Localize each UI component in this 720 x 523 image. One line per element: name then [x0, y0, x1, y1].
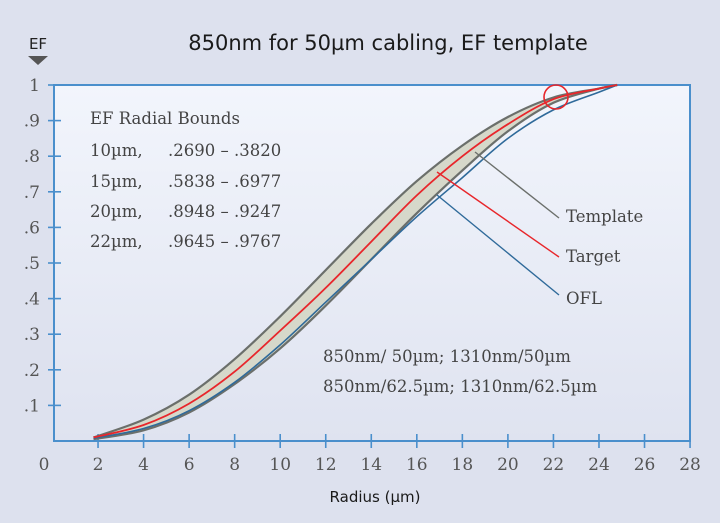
legend-template: Template: [566, 207, 643, 226]
y-tick-label: .8: [24, 147, 40, 167]
y-axis-label: EF: [29, 35, 47, 53]
x-tick-label: 0: [39, 455, 50, 475]
legend-target: Target: [566, 247, 621, 266]
plot-area: [53, 84, 691, 442]
y-tick-label: .4: [24, 290, 40, 310]
y-tick-label: .1: [24, 396, 40, 416]
bounds-radius-10: 10µm,: [90, 141, 143, 160]
template-upper-curve: [93, 83, 618, 439]
x-axis: 0 2 4 6 8 10 12 14 16 18 20 22 24 26 28: [39, 434, 701, 475]
y-tick-label: .9: [24, 112, 40, 132]
x-tick-label: 4: [138, 455, 149, 475]
highlight-circle: [543, 84, 569, 110]
x-tick-label: 14: [360, 455, 382, 475]
x-tick-label: 22: [543, 455, 565, 475]
y-tick-label: .6: [24, 218, 40, 238]
bounds-radius-15: 15µm,: [90, 172, 143, 191]
ofl-curve: [93, 84, 618, 439]
radial-bounds-annotation: EF Radial Bounds 10µm, .2690 – .3820 15µ…: [90, 109, 281, 251]
y-tick-label: .2: [24, 361, 40, 381]
target-leader-line: [436, 171, 560, 258]
y-tick-label: 1: [29, 76, 40, 96]
applicability-line-1: 850nm/ 50µm; 1310nm/50µm: [323, 347, 571, 366]
y-tick-label: .7: [24, 183, 40, 203]
y-axis: .1 .2 .3 .4 .5 .6 .7 .8 .9 1: [24, 76, 61, 416]
bounds-range-10: .2690 – .3820: [168, 141, 281, 160]
bounds-range-20: .8948 – .9247: [168, 202, 281, 221]
target-curve: [93, 84, 618, 439]
bounds-radius-22: 22µm,: [90, 232, 143, 251]
x-axis-label: Radius (µm): [330, 488, 421, 506]
x-tick-label: 2: [93, 455, 104, 475]
y-tick-label: .5: [24, 254, 40, 274]
x-tick-label: 24: [588, 455, 610, 475]
bounds-range-15: .5838 – .6977: [168, 172, 281, 191]
legend-ofl: OFL: [566, 289, 602, 308]
x-tick-label: 28: [679, 455, 701, 475]
chart-title: 850nm for 50µm cabling, EF template: [188, 31, 588, 55]
template-leader-line: [474, 151, 560, 219]
template-band: [93, 85, 618, 440]
ofl-leader-line: [436, 194, 560, 296]
x-tick-label: 8: [229, 455, 240, 475]
bounds-radius-20: 20µm,: [90, 202, 143, 221]
bounds-title: EF Radial Bounds: [90, 109, 240, 128]
bounds-range-22: .9645 – .9767: [168, 232, 281, 251]
y-tick-label: .3: [24, 325, 40, 345]
x-tick-label: 6: [184, 455, 195, 475]
applicability-line-2: 850nm/62.5µm; 1310nm/62.5µm: [323, 377, 598, 396]
x-tick-label: 20: [497, 455, 519, 475]
x-tick-label: 26: [634, 455, 656, 475]
x-tick-label: 16: [406, 455, 428, 475]
x-tick-label: 10: [269, 455, 291, 475]
x-tick-label: 12: [315, 455, 337, 475]
x-tick-label: 18: [452, 455, 474, 475]
triangle-down-icon: [28, 56, 48, 65]
